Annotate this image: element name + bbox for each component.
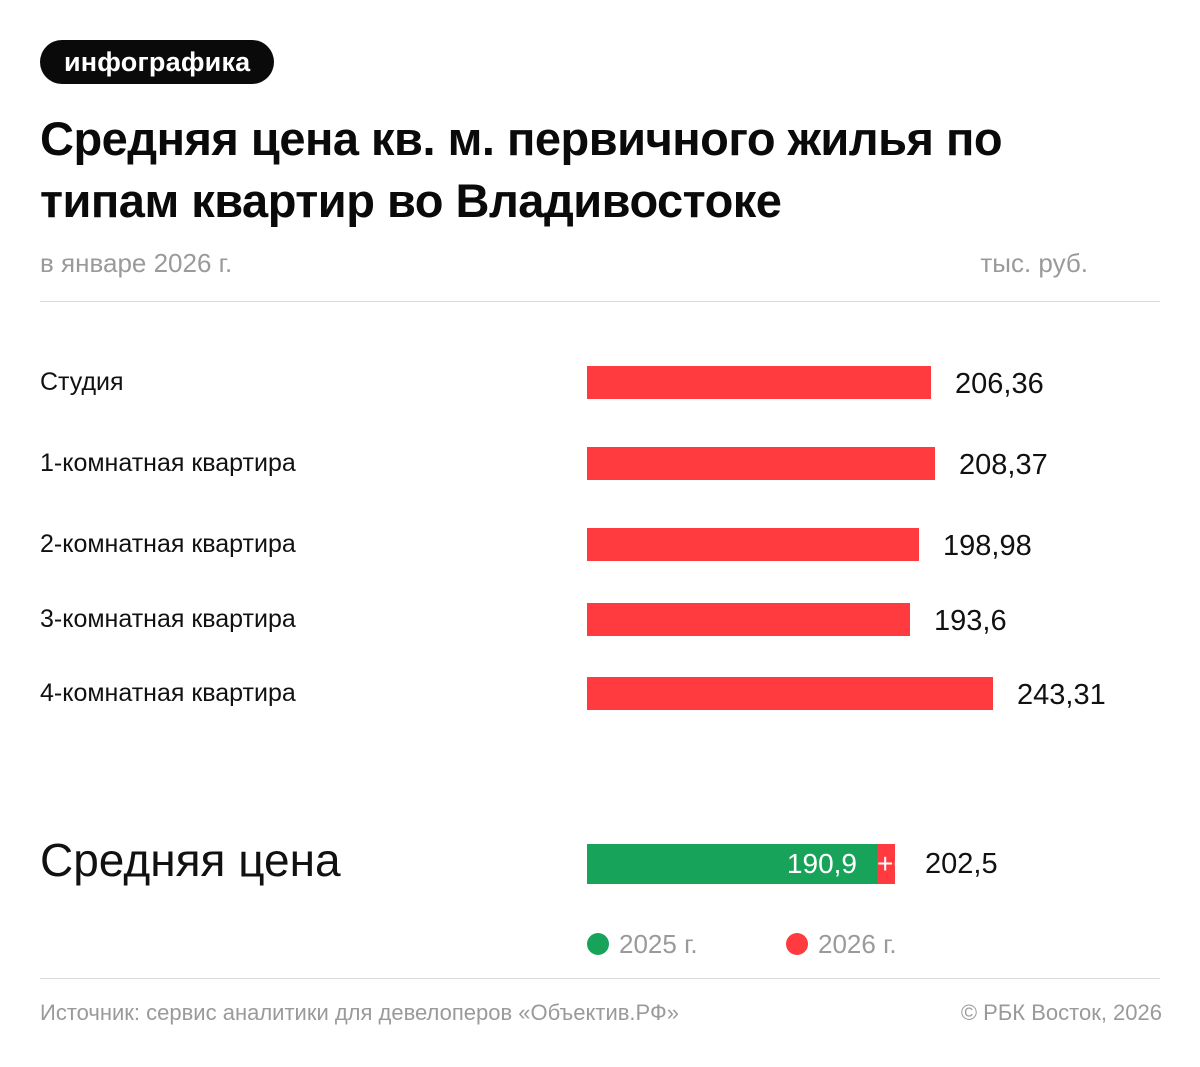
- title-line-1: Средняя цена кв. м. первичного жилья по: [40, 112, 1003, 165]
- average-label: Средняя цена: [40, 834, 341, 886]
- legend-label-2025: 2025 г.: [619, 929, 698, 959]
- bar-value-label: 198,98: [943, 530, 1032, 562]
- units-label: тыс. руб.: [980, 248, 1088, 278]
- bar: [587, 528, 919, 561]
- average-stacked-bar: 190,9 +6,1%: [587, 844, 957, 884]
- category-label: 1-комнатная квартира: [40, 449, 296, 477]
- chart-title: Средняя цена кв. м. первичного жилья по …: [40, 108, 1160, 232]
- source-note: Источник: сервис аналитики для девелопер…: [40, 1000, 679, 1025]
- legend-item-2026: 2026 г.: [786, 928, 897, 960]
- legend-dot-2026-icon: [786, 933, 808, 955]
- category-label: Студия: [40, 368, 124, 396]
- bar-value-label: 193,6: [934, 605, 1007, 637]
- bar-value-label: 206,36: [955, 368, 1044, 400]
- category-label: 4-комнатная квартира: [40, 679, 296, 707]
- legend-label-2026: 2026 г.: [818, 929, 897, 959]
- average-bar-2025: 190,9: [587, 844, 877, 884]
- bottom-divider: [40, 978, 1160, 979]
- bar: [587, 447, 935, 480]
- bar: [587, 677, 993, 710]
- legend-item-2025: 2025 г.: [587, 928, 698, 960]
- title-line-2: типам квартир во Владивостоке: [40, 174, 782, 227]
- average-bar-2026-increase: +6,1%: [877, 844, 957, 884]
- bar: [587, 603, 910, 636]
- category-label: 3-комнатная квартира: [40, 605, 296, 633]
- top-divider: [40, 301, 1160, 302]
- copyright: © РБК Восток, 2026: [960, 1000, 1162, 1025]
- chart-subtitle: в январе 2026 г.: [40, 248, 233, 278]
- bar-value-label: 243,31: [1017, 679, 1106, 711]
- category-tag: инфографика: [40, 40, 275, 84]
- average-total-value: 202,5: [925, 848, 998, 880]
- bar: [587, 366, 931, 399]
- bar-value-label: 208,37: [959, 449, 1048, 481]
- category-label: 2-комнатная квартира: [40, 530, 296, 558]
- legend-dot-2025-icon: [587, 933, 609, 955]
